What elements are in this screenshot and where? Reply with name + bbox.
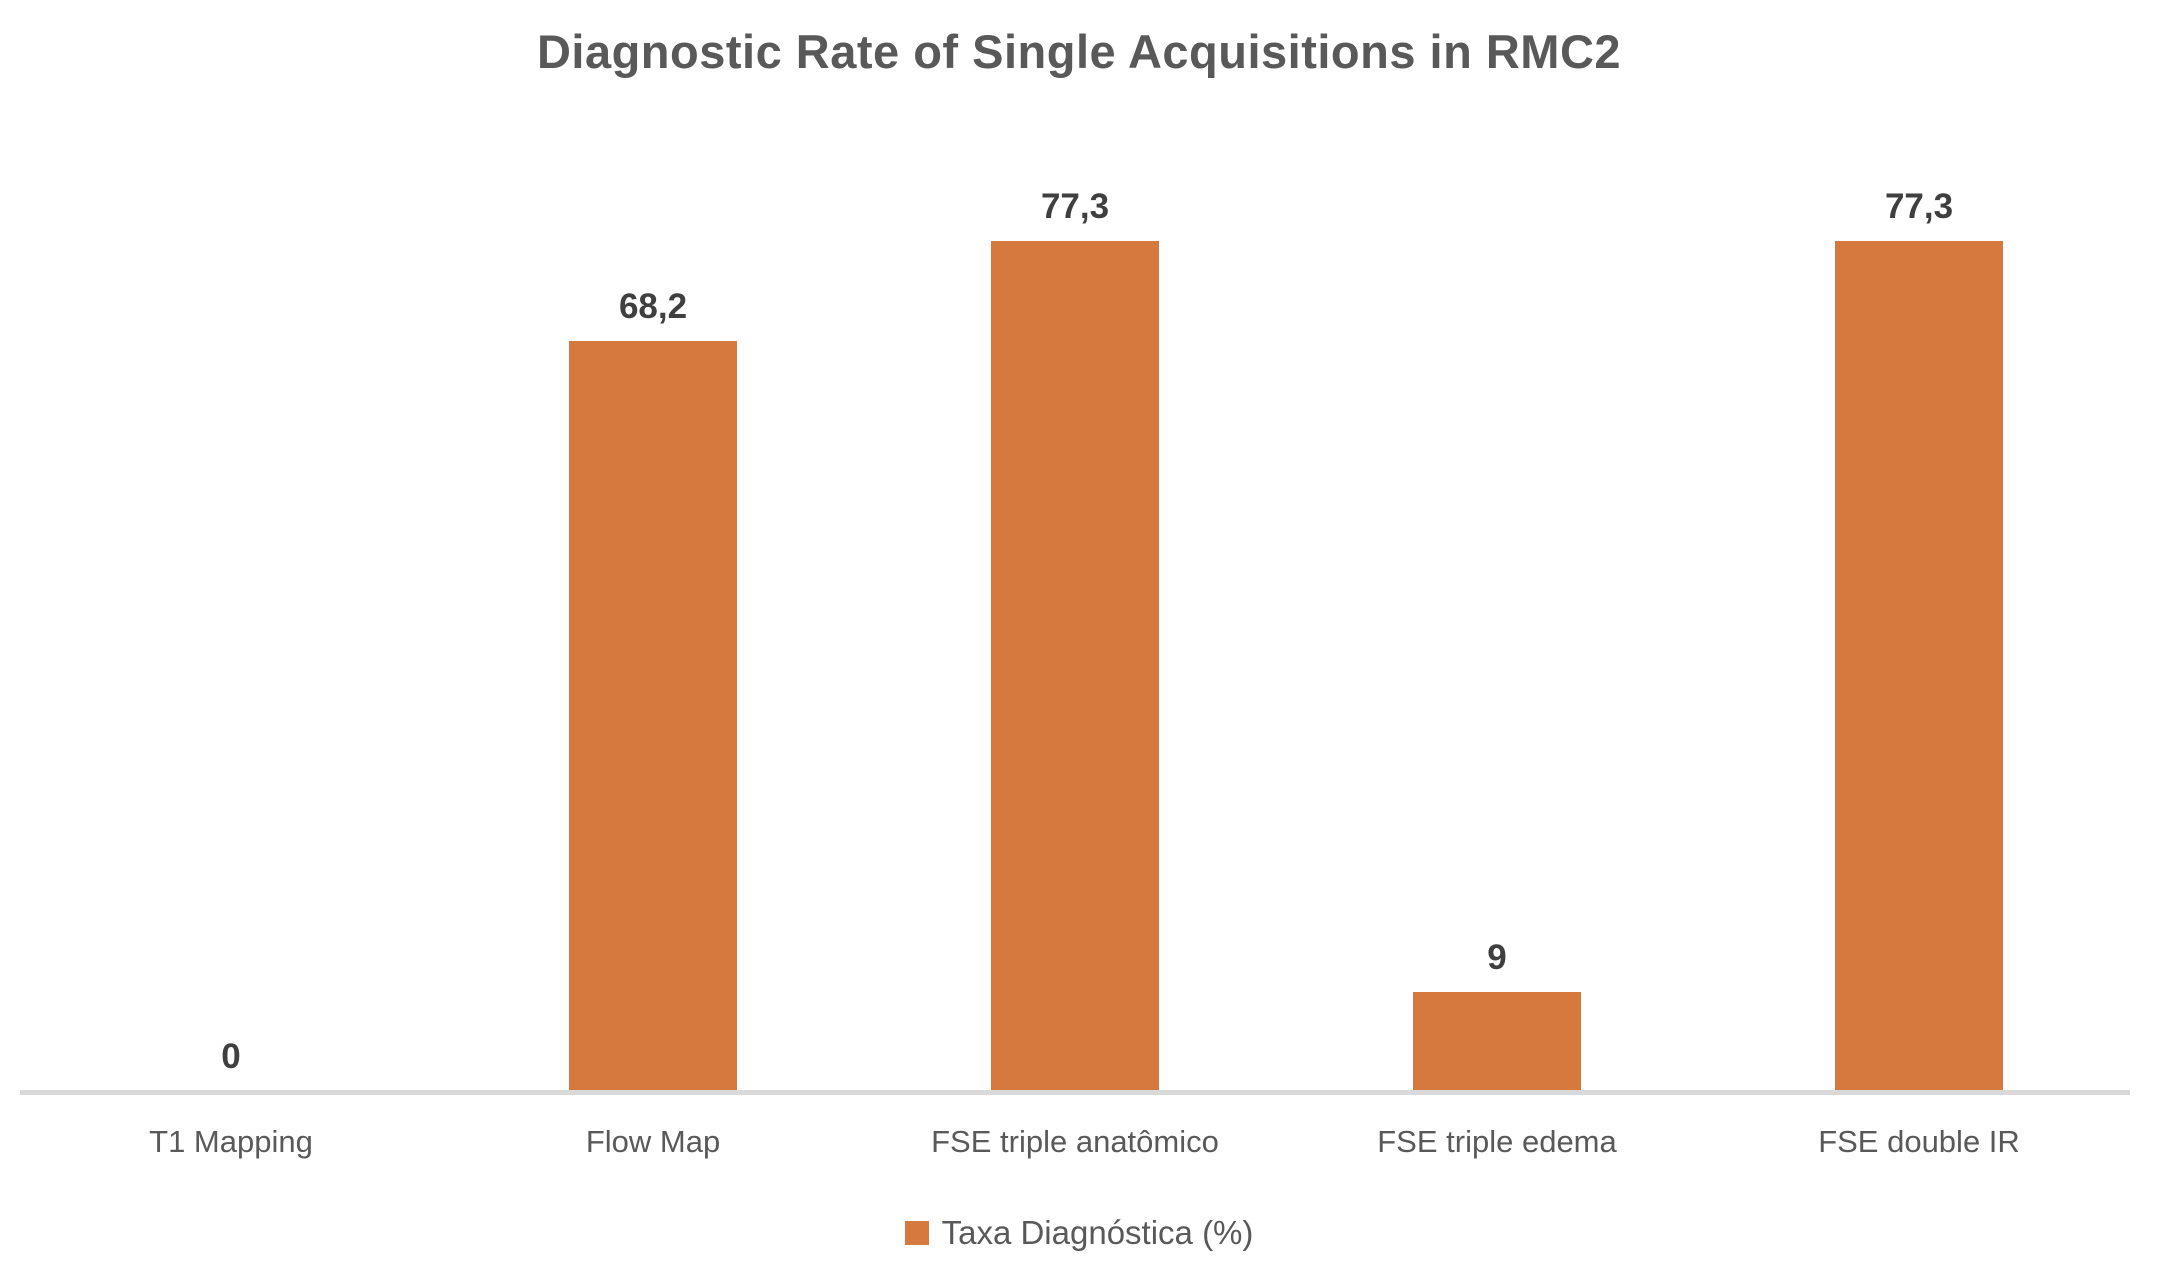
value-label: 0 [221,1037,241,1076]
bar-fse-triple-anat-mico [991,241,1159,1091]
value-label: 77,3 [1040,187,1110,226]
bar-flow-map [569,341,737,1091]
category-label: FSE triple anatômico [931,1124,1219,1159]
legend-swatch-icon [904,1221,929,1245]
bar-fse-triple-edema [1413,992,1581,1091]
value-label: 77,3 [1884,187,1954,226]
chart-title: Diagnostic Rate of Single Acquisitions i… [536,25,1622,78]
x-axis-line [20,1090,2130,1095]
category-label: Flow Map [585,1124,721,1159]
value-label: 9 [1487,938,1507,977]
value-label: 68,2 [618,287,688,326]
category-label: FSE double IR [1818,1124,2020,1159]
legend: Taxa Diagnóstica (%) [0,1214,2158,1252]
category-label: T1 Mapping [149,1124,313,1159]
category-label: FSE triple edema [1377,1124,1617,1159]
legend-label: Taxa Diagnóstica (%) [941,1214,1254,1251]
bar-fse-double-ir [1835,241,2003,1091]
